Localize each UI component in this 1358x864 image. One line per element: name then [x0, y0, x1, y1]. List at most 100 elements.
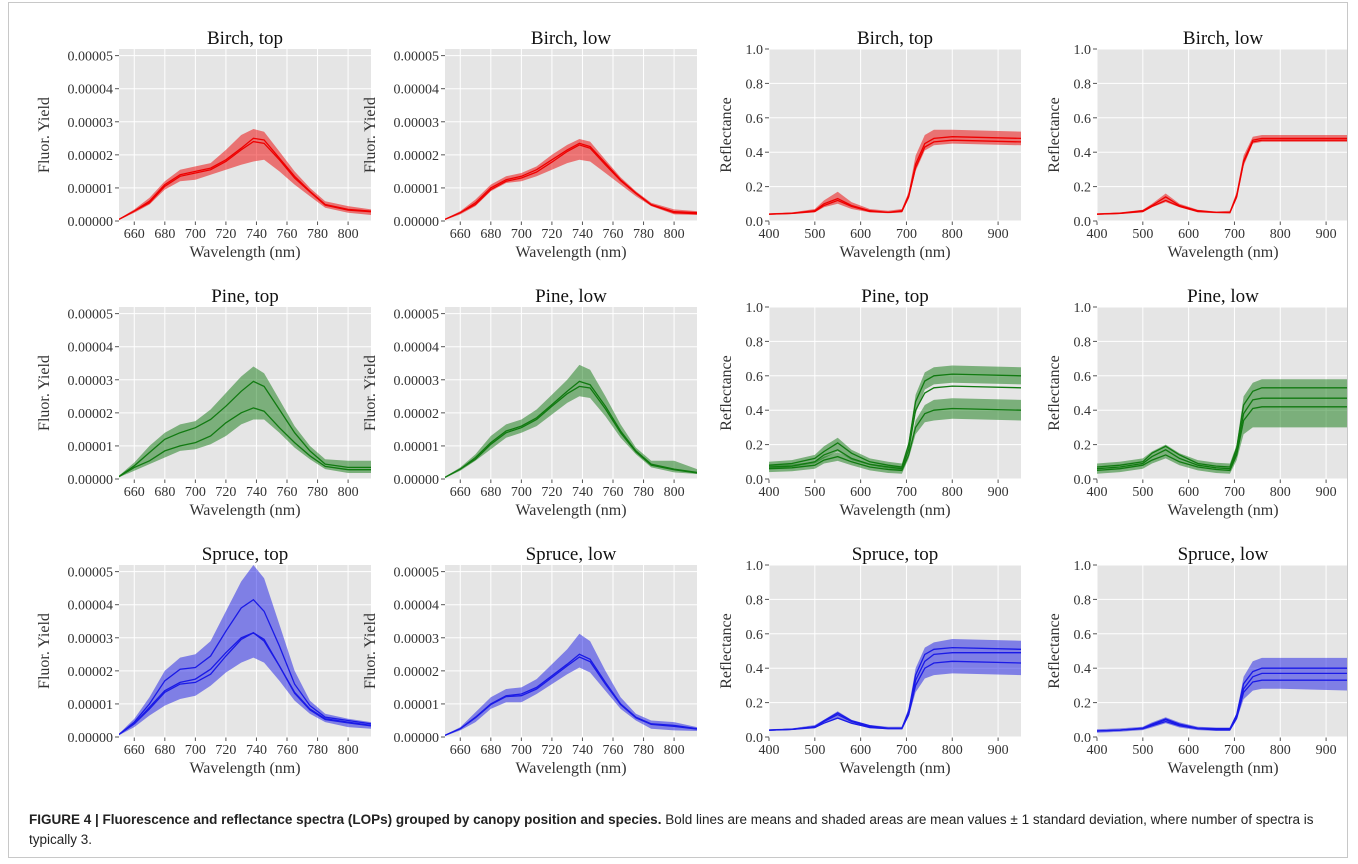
x-tick-label: 700 — [185, 227, 206, 242]
y-tick-label: 0.00005 — [68, 50, 114, 65]
y-axis-label: Reflectance — [718, 613, 735, 689]
y-tick-label: 0.0 — [1074, 731, 1092, 746]
y-tick-label: 0.0 — [746, 473, 764, 488]
y-tick-label: 0.00000 — [68, 215, 114, 230]
x-axis-label: Wavelength (nm) — [189, 760, 300, 777]
y-tick-label: 1.0 — [746, 43, 764, 58]
y-tick-label: 0.00004 — [394, 83, 440, 98]
chart-title: Spruce, top — [852, 544, 939, 565]
mean-line — [119, 632, 371, 735]
std-band — [1097, 657, 1347, 733]
caption-label: FIGURE 4 | Fluorescence and reflectance … — [29, 812, 662, 827]
x-tick-label: 720 — [541, 227, 562, 242]
x-tick-label: 680 — [154, 743, 175, 758]
chart-panel: 660 680 700 720 740 760 780 800 0.00000 0.00001 0.… — [362, 544, 697, 777]
chart-panel: 660 680 700 720 740 760 780 800 0.00000 0.00001 0.… — [362, 28, 697, 261]
y-tick-label: 0.00000 — [394, 473, 440, 488]
y-axis-label: Fluor. Yield — [36, 355, 53, 431]
x-tick-label: 760 — [603, 227, 624, 242]
x-tick-label: 720 — [215, 485, 236, 500]
y-tick-label: 0.00003 — [394, 116, 440, 131]
y-tick-label: 0.6 — [1074, 112, 1092, 127]
y-tick-label: 0.8 — [746, 77, 764, 92]
x-tick-label: 680 — [154, 485, 175, 500]
std-band — [769, 398, 1021, 474]
x-tick-label: 700 — [896, 485, 917, 500]
mean-line — [769, 373, 1021, 468]
figure-caption: FIGURE 4 | Fluorescence and reflectance … — [29, 810, 1347, 850]
chart-panel: 400 500 600 700 800 900 0.0 0.2 0.4 0.6 0.8 1.0 Spru… — [1046, 544, 1347, 777]
x-tick-label: 760 — [277, 227, 298, 242]
y-tick-label: 0.4 — [1074, 146, 1092, 161]
x-tick-label: 400 — [759, 227, 780, 242]
x-tick-label: 900 — [1316, 485, 1337, 500]
y-axis-label: Fluor. Yield — [362, 355, 379, 431]
chart-title: Spruce, low — [1178, 544, 1269, 565]
caption-text: Bold lines are means and shaded areas ar… — [29, 812, 1314, 847]
y-tick-label: 0.00002 — [68, 665, 114, 680]
x-tick-label: 760 — [603, 485, 624, 500]
y-tick-label: 0.2 — [746, 439, 764, 454]
x-tick-label: 800 — [942, 485, 963, 500]
y-tick-label: 0.2 — [1074, 439, 1092, 454]
y-tick-label: 0.2 — [746, 697, 764, 712]
y-axis-label: Fluor. Yield — [36, 613, 53, 689]
x-tick-label: 680 — [480, 743, 501, 758]
y-tick-label: 0.8 — [1074, 593, 1092, 608]
y-tick-label: 0.4 — [746, 404, 764, 419]
y-axis-label: Reflectance — [1046, 97, 1063, 173]
x-tick-label: 500 — [1132, 227, 1153, 242]
chart-title: Birch, top — [207, 28, 283, 49]
mean-line — [119, 632, 371, 735]
x-tick-label: 780 — [307, 227, 328, 242]
y-tick-label: 0.00001 — [394, 440, 440, 455]
y-tick-label: 0.00001 — [394, 182, 440, 197]
y-tick-label: 0.00004 — [394, 599, 440, 614]
x-tick-label: 400 — [759, 485, 780, 500]
x-tick-label: 500 — [1132, 485, 1153, 500]
x-tick-label: 700 — [511, 227, 532, 242]
x-tick-label: 800 — [942, 743, 963, 758]
mean-line — [445, 656, 697, 736]
y-tick-label: 0.2 — [746, 181, 764, 196]
x-tick-label: 700 — [511, 743, 532, 758]
x-tick-label: 720 — [215, 227, 236, 242]
y-tick-label: 0.8 — [746, 593, 764, 608]
chart-panel: 400 500 600 700 800 900 0.0 0.2 0.4 0.6 0.8 1.0 Pine… — [1046, 286, 1347, 519]
x-tick-label: 800 — [664, 485, 685, 500]
x-tick-label: 740 — [246, 227, 267, 242]
y-tick-label: 1.0 — [1074, 559, 1092, 574]
x-tick-label: 900 — [988, 743, 1009, 758]
x-axis-label: Wavelength (nm) — [839, 760, 950, 777]
data-layer — [119, 129, 371, 220]
chart-title: Birch, low — [1183, 28, 1263, 49]
y-tick-label: 0.4 — [1074, 404, 1092, 419]
x-tick-label: 700 — [1224, 485, 1245, 500]
y-tick-label: 0.00003 — [68, 374, 114, 389]
x-tick-label: 400 — [1087, 743, 1108, 758]
y-tick-label: 0.00005 — [394, 308, 440, 323]
data-layer — [1097, 379, 1347, 474]
plot-area — [1097, 565, 1347, 737]
y-tick-label: 0.00001 — [394, 698, 440, 713]
x-tick-label: 740 — [572, 743, 593, 758]
x-tick-label: 720 — [541, 485, 562, 500]
x-tick-label: 700 — [1224, 743, 1245, 758]
figure-plots: 660 680 700 720 740 760 780 800 0.00000 0.00001 0.… — [36, 28, 1347, 777]
y-tick-label: 0.2 — [1074, 697, 1092, 712]
x-tick-label: 720 — [541, 743, 562, 758]
x-axis-label: Wavelength (nm) — [189, 502, 300, 519]
mean-line — [769, 385, 1021, 470]
x-tick-label: 740 — [572, 485, 593, 500]
x-tick-label: 600 — [1178, 485, 1199, 500]
x-tick-label: 900 — [1316, 227, 1337, 242]
y-tick-label: 0.6 — [1074, 370, 1092, 385]
x-tick-label: 800 — [338, 485, 359, 500]
x-tick-label: 680 — [480, 485, 501, 500]
mean-line — [445, 385, 697, 478]
x-tick-label: 700 — [511, 485, 532, 500]
y-tick-label: 0.00003 — [68, 116, 114, 131]
y-tick-label: 0.2 — [1074, 181, 1092, 196]
chart-title: Spruce, low — [526, 544, 617, 565]
x-tick-label: 900 — [988, 485, 1009, 500]
